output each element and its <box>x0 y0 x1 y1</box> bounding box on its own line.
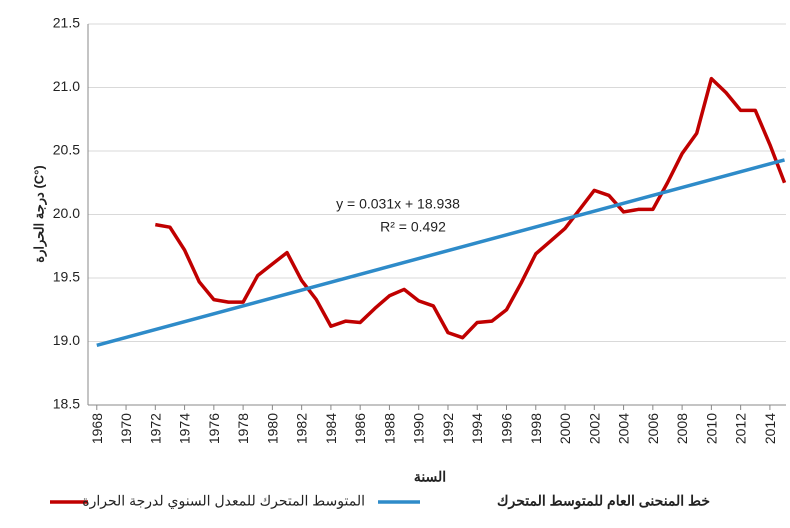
y-tick-label: 20.0 <box>53 205 80 221</box>
x-tick-label: 1978 <box>235 413 251 444</box>
x-tick-label: 1984 <box>323 413 339 444</box>
x-axis-label: السنة <box>414 469 446 485</box>
x-tick-label: 2008 <box>674 413 690 444</box>
x-tick-label: 1968 <box>89 413 105 444</box>
r-squared: R² = 0.492 <box>380 219 446 235</box>
x-tick-label: 2010 <box>703 413 719 444</box>
x-tick-label: 1996 <box>499 413 515 444</box>
x-tick-label: 1982 <box>294 413 310 444</box>
legend-label: خط المنحنى العام للمتوسط المتحرك <box>497 493 710 510</box>
x-tick-label: 1986 <box>352 413 368 444</box>
x-tick-label: 2000 <box>557 413 573 444</box>
y-tick-label: 18.5 <box>53 396 80 412</box>
x-tick-label: 2014 <box>762 413 778 444</box>
x-tick-label: 1998 <box>528 413 544 444</box>
x-tick-label: 1970 <box>118 413 134 444</box>
x-tick-label: 2006 <box>645 413 661 444</box>
y-tick-label: 21.0 <box>53 78 80 94</box>
y-tick-label: 21.5 <box>53 15 80 31</box>
x-tick-label: 1976 <box>206 413 222 444</box>
x-tick-label: 1990 <box>411 413 427 444</box>
x-tick-label: 1980 <box>264 413 280 444</box>
x-tick-label: 2012 <box>733 413 749 444</box>
x-tick-label: 2004 <box>616 413 632 444</box>
legend-label: المتوسط المتحرك للمعدل السنوي لدرجة الحر… <box>82 493 365 510</box>
y-axis-label: درجة الحرارة (C°) <box>31 165 47 262</box>
series-line <box>96 158 785 347</box>
x-tick-label: 1972 <box>147 413 163 444</box>
x-tick-label: 1992 <box>440 413 456 444</box>
x-tick-label: 1974 <box>177 413 193 444</box>
y-tick-label: 19.0 <box>53 332 80 348</box>
x-tick-label: 1994 <box>469 413 485 444</box>
x-tick-label: 1988 <box>381 413 397 444</box>
series-line <box>155 76 787 340</box>
equation: y = 0.031x + 18.938 <box>336 196 460 212</box>
y-tick-label: 19.5 <box>53 269 80 285</box>
x-tick-label: 2002 <box>586 413 602 444</box>
y-tick-label: 20.5 <box>53 142 80 158</box>
